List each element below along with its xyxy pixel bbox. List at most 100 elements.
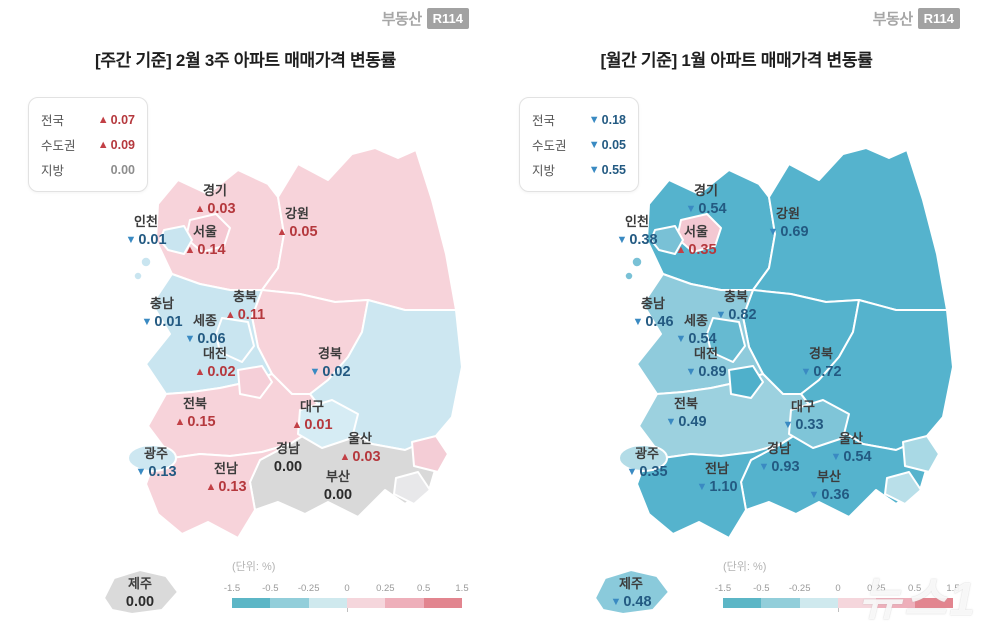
- region-label-chungnam: 충남 ▼ 0.46: [632, 296, 673, 332]
- region-label-seoul: 서울 ▲ 0.35: [675, 224, 716, 260]
- legend-segment: [232, 598, 271, 608]
- region-value-row: ▼ 0.72: [800, 362, 841, 382]
- legend-segment: [308, 598, 347, 608]
- region-label-gyeonggi: 경기 ▲ 0.03: [194, 183, 235, 219]
- up-arrow-icon: ▲: [276, 226, 288, 239]
- down-arrow-icon: ▼: [184, 333, 196, 346]
- region-value-row: ▼ 0.36: [808, 485, 849, 505]
- brand-logo-badge: R114: [426, 8, 469, 29]
- legend-zero-tick: [347, 608, 348, 612]
- region-name: 제주: [619, 576, 643, 591]
- region-value-row: ▼ 1.10: [696, 477, 737, 497]
- region-value-row: 0.00: [324, 485, 352, 505]
- down-arrow-icon: ▼: [588, 163, 600, 176]
- region-label-seoul: 서울 ▲ 0.14: [184, 224, 225, 260]
- region-name: 부산: [326, 469, 350, 484]
- value-text: ▼ 0.33: [782, 417, 824, 434]
- up-arrow-icon: ▲: [194, 366, 206, 379]
- region-incheon-islet: [133, 271, 143, 281]
- region-name: 경북: [809, 346, 833, 361]
- value-text: ▼ 0.46: [632, 314, 674, 331]
- region-daegu: [297, 399, 359, 449]
- value-text: 0.00: [125, 594, 155, 611]
- value-text: ▲ 0.07: [97, 112, 135, 127]
- region-label-gwangju: 광주 ▼ 0.13: [135, 446, 176, 482]
- value-text: ▲ 0.15: [174, 414, 216, 431]
- value-text: ▲ 0.03: [194, 201, 236, 218]
- summary-label: 지방: [532, 164, 556, 178]
- legend-tick: -0.5: [262, 583, 279, 594]
- region-label-sejong: 세종 ▼ 0.06: [184, 313, 225, 349]
- legend-segment: [423, 598, 462, 608]
- region-name: 인천: [134, 214, 158, 229]
- region-label-daegu: 대구 ▲ 0.01: [291, 399, 332, 435]
- region-daejeon: [728, 365, 764, 399]
- value-text: ▼ 0.89: [685, 364, 727, 381]
- watermark-news1: 뉴스1: [858, 573, 978, 625]
- region-name: 전남: [705, 461, 729, 476]
- legend-segment: [837, 598, 877, 608]
- up-arrow-icon: ▲: [194, 203, 206, 216]
- region-name: 서울: [684, 224, 708, 239]
- region-value-row: ▼ 0.06: [184, 329, 225, 349]
- up-arrow-icon: ▲: [291, 419, 303, 432]
- up-arrow-icon: ▲: [675, 244, 687, 257]
- summary-box: 전국 ▲ 0.07 수도권 ▲ 0.09 지방 0.00: [28, 97, 148, 192]
- region-label-busan: 부산 0.00: [324, 469, 352, 505]
- region-jeonnam: [634, 441, 782, 539]
- region-label-daegu: 대구 ▼ 0.33: [782, 399, 823, 435]
- region-name: 세종: [684, 313, 708, 328]
- region-name: 대구: [791, 399, 815, 414]
- region-gwangju: [127, 444, 177, 472]
- legend-zero-tick: [838, 608, 839, 612]
- value-text: ▼ 0.05: [588, 137, 626, 152]
- summary-label: 전국: [532, 114, 556, 128]
- region-value-row: ▼ 0.54: [830, 447, 871, 467]
- summary-row: 지방 ▼ 0.55: [532, 157, 626, 182]
- region-label-jeonnam: 전남 ▼ 1.10: [696, 461, 737, 497]
- region-incheon-islet: [631, 256, 643, 268]
- legend-segment: [761, 598, 800, 608]
- region-label-jeonbuk: 전북 ▼ 0.49: [665, 396, 706, 432]
- legend-segment: [385, 598, 424, 608]
- region-value-row: ▲ 0.03: [194, 199, 235, 219]
- legend-tick: -0.25: [788, 583, 811, 594]
- region-value-row: ▲ 0.02: [194, 362, 235, 382]
- region-name: 광주: [635, 446, 659, 461]
- brand-logo-badge: R114: [917, 8, 960, 29]
- region-daejeon: [237, 365, 273, 399]
- legend-tick: 0.5: [908, 583, 922, 594]
- down-arrow-icon: ▼: [800, 366, 812, 379]
- region-value-row: ▼ 0.13: [135, 462, 176, 482]
- region-value-row: ▼ 0.49: [665, 412, 706, 432]
- region-name: 대전: [203, 346, 227, 361]
- down-arrow-icon: ▼: [135, 466, 147, 479]
- value-text: ▼ 0.72: [800, 364, 842, 381]
- page-title: [월간 기준] 1월 아파트 매매가격 변동률: [600, 51, 873, 70]
- region-busan: [393, 471, 431, 505]
- region-value-row: ▼ 0.93: [758, 457, 799, 477]
- region-name: 세종: [193, 313, 217, 328]
- up-arrow-icon: ▲: [97, 113, 109, 126]
- value-text: ▼ 0.82: [715, 307, 757, 324]
- down-arrow-icon: ▼: [830, 451, 842, 464]
- region-name: 경기: [694, 183, 718, 198]
- value-text: ▲ 0.03: [339, 449, 381, 466]
- down-arrow-icon: ▼: [309, 366, 321, 379]
- down-arrow-icon: ▼: [626, 466, 638, 479]
- value-text: ▲ 0.01: [291, 417, 333, 434]
- region-name: 울산: [348, 431, 372, 446]
- region-name: 경남: [767, 441, 791, 456]
- region-name: 경남: [276, 441, 300, 456]
- value-text: ▼ 0.35: [626, 464, 668, 481]
- value-text: ▼ 0.93: [758, 459, 800, 476]
- legend-tick: -0.5: [753, 583, 770, 594]
- up-arrow-icon: ▲: [97, 138, 109, 151]
- up-arrow-icon: ▲: [339, 451, 351, 464]
- korea-map: [103, 147, 463, 615]
- region-label-gwangju: 광주 ▼ 0.35: [626, 446, 667, 482]
- summary-box: 전국 ▼ 0.18 수도권 ▼ 0.05 지방 ▼ 0.55: [519, 97, 639, 192]
- region-value-row: ▲ 0.03: [339, 447, 380, 467]
- legend-tick: 0: [835, 583, 841, 594]
- value-text: ▼ 0.49: [665, 414, 707, 431]
